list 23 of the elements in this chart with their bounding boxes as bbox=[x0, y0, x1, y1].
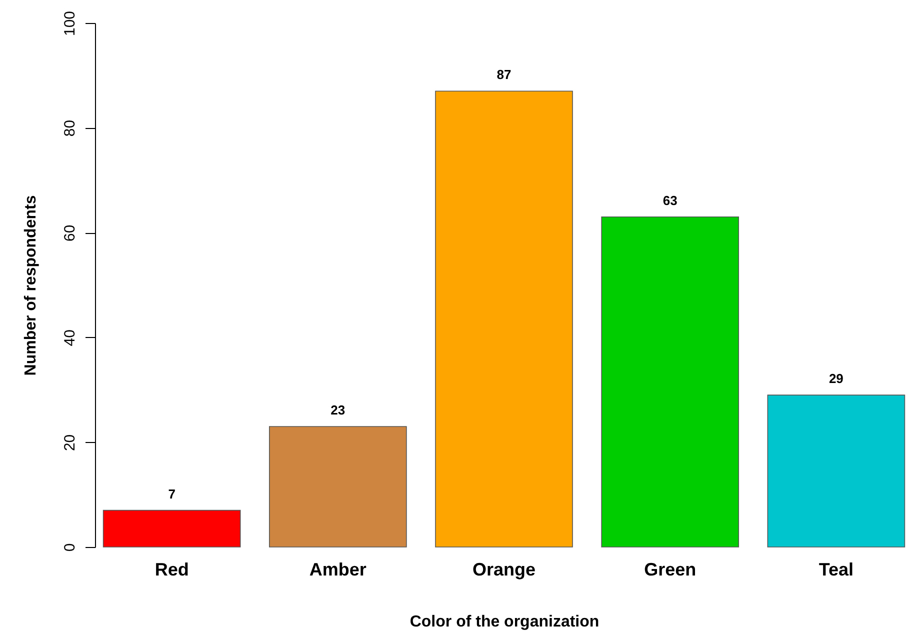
data-label: 7 bbox=[168, 486, 176, 502]
x-tick-label: Orange bbox=[472, 560, 536, 580]
data-label: 63 bbox=[662, 192, 678, 208]
y-tick-label: 60 bbox=[62, 224, 78, 242]
y-tick-label: 100 bbox=[62, 10, 78, 36]
bar bbox=[268, 426, 407, 548]
bar bbox=[601, 216, 740, 548]
bar bbox=[435, 90, 573, 548]
x-tick-label: Red bbox=[154, 560, 189, 580]
y-tick-label: 80 bbox=[62, 120, 78, 137]
y-tick-label: 20 bbox=[62, 434, 78, 452]
data-label: 29 bbox=[828, 371, 844, 386]
y-tick-label: 0 bbox=[62, 543, 78, 552]
y-axis-title: Number of respondents bbox=[22, 195, 40, 376]
x-tick-label: Teal bbox=[818, 560, 854, 580]
bar bbox=[102, 510, 241, 548]
x-axis-title: Color of the organization bbox=[410, 614, 600, 630]
y-tick-label: 40 bbox=[62, 330, 78, 346]
data-label: 23 bbox=[330, 402, 346, 418]
bar bbox=[767, 394, 906, 548]
x-tick-label: Amber bbox=[309, 560, 366, 580]
x-tick-label: Green bbox=[644, 560, 696, 580]
data-label: 87 bbox=[496, 67, 512, 82]
